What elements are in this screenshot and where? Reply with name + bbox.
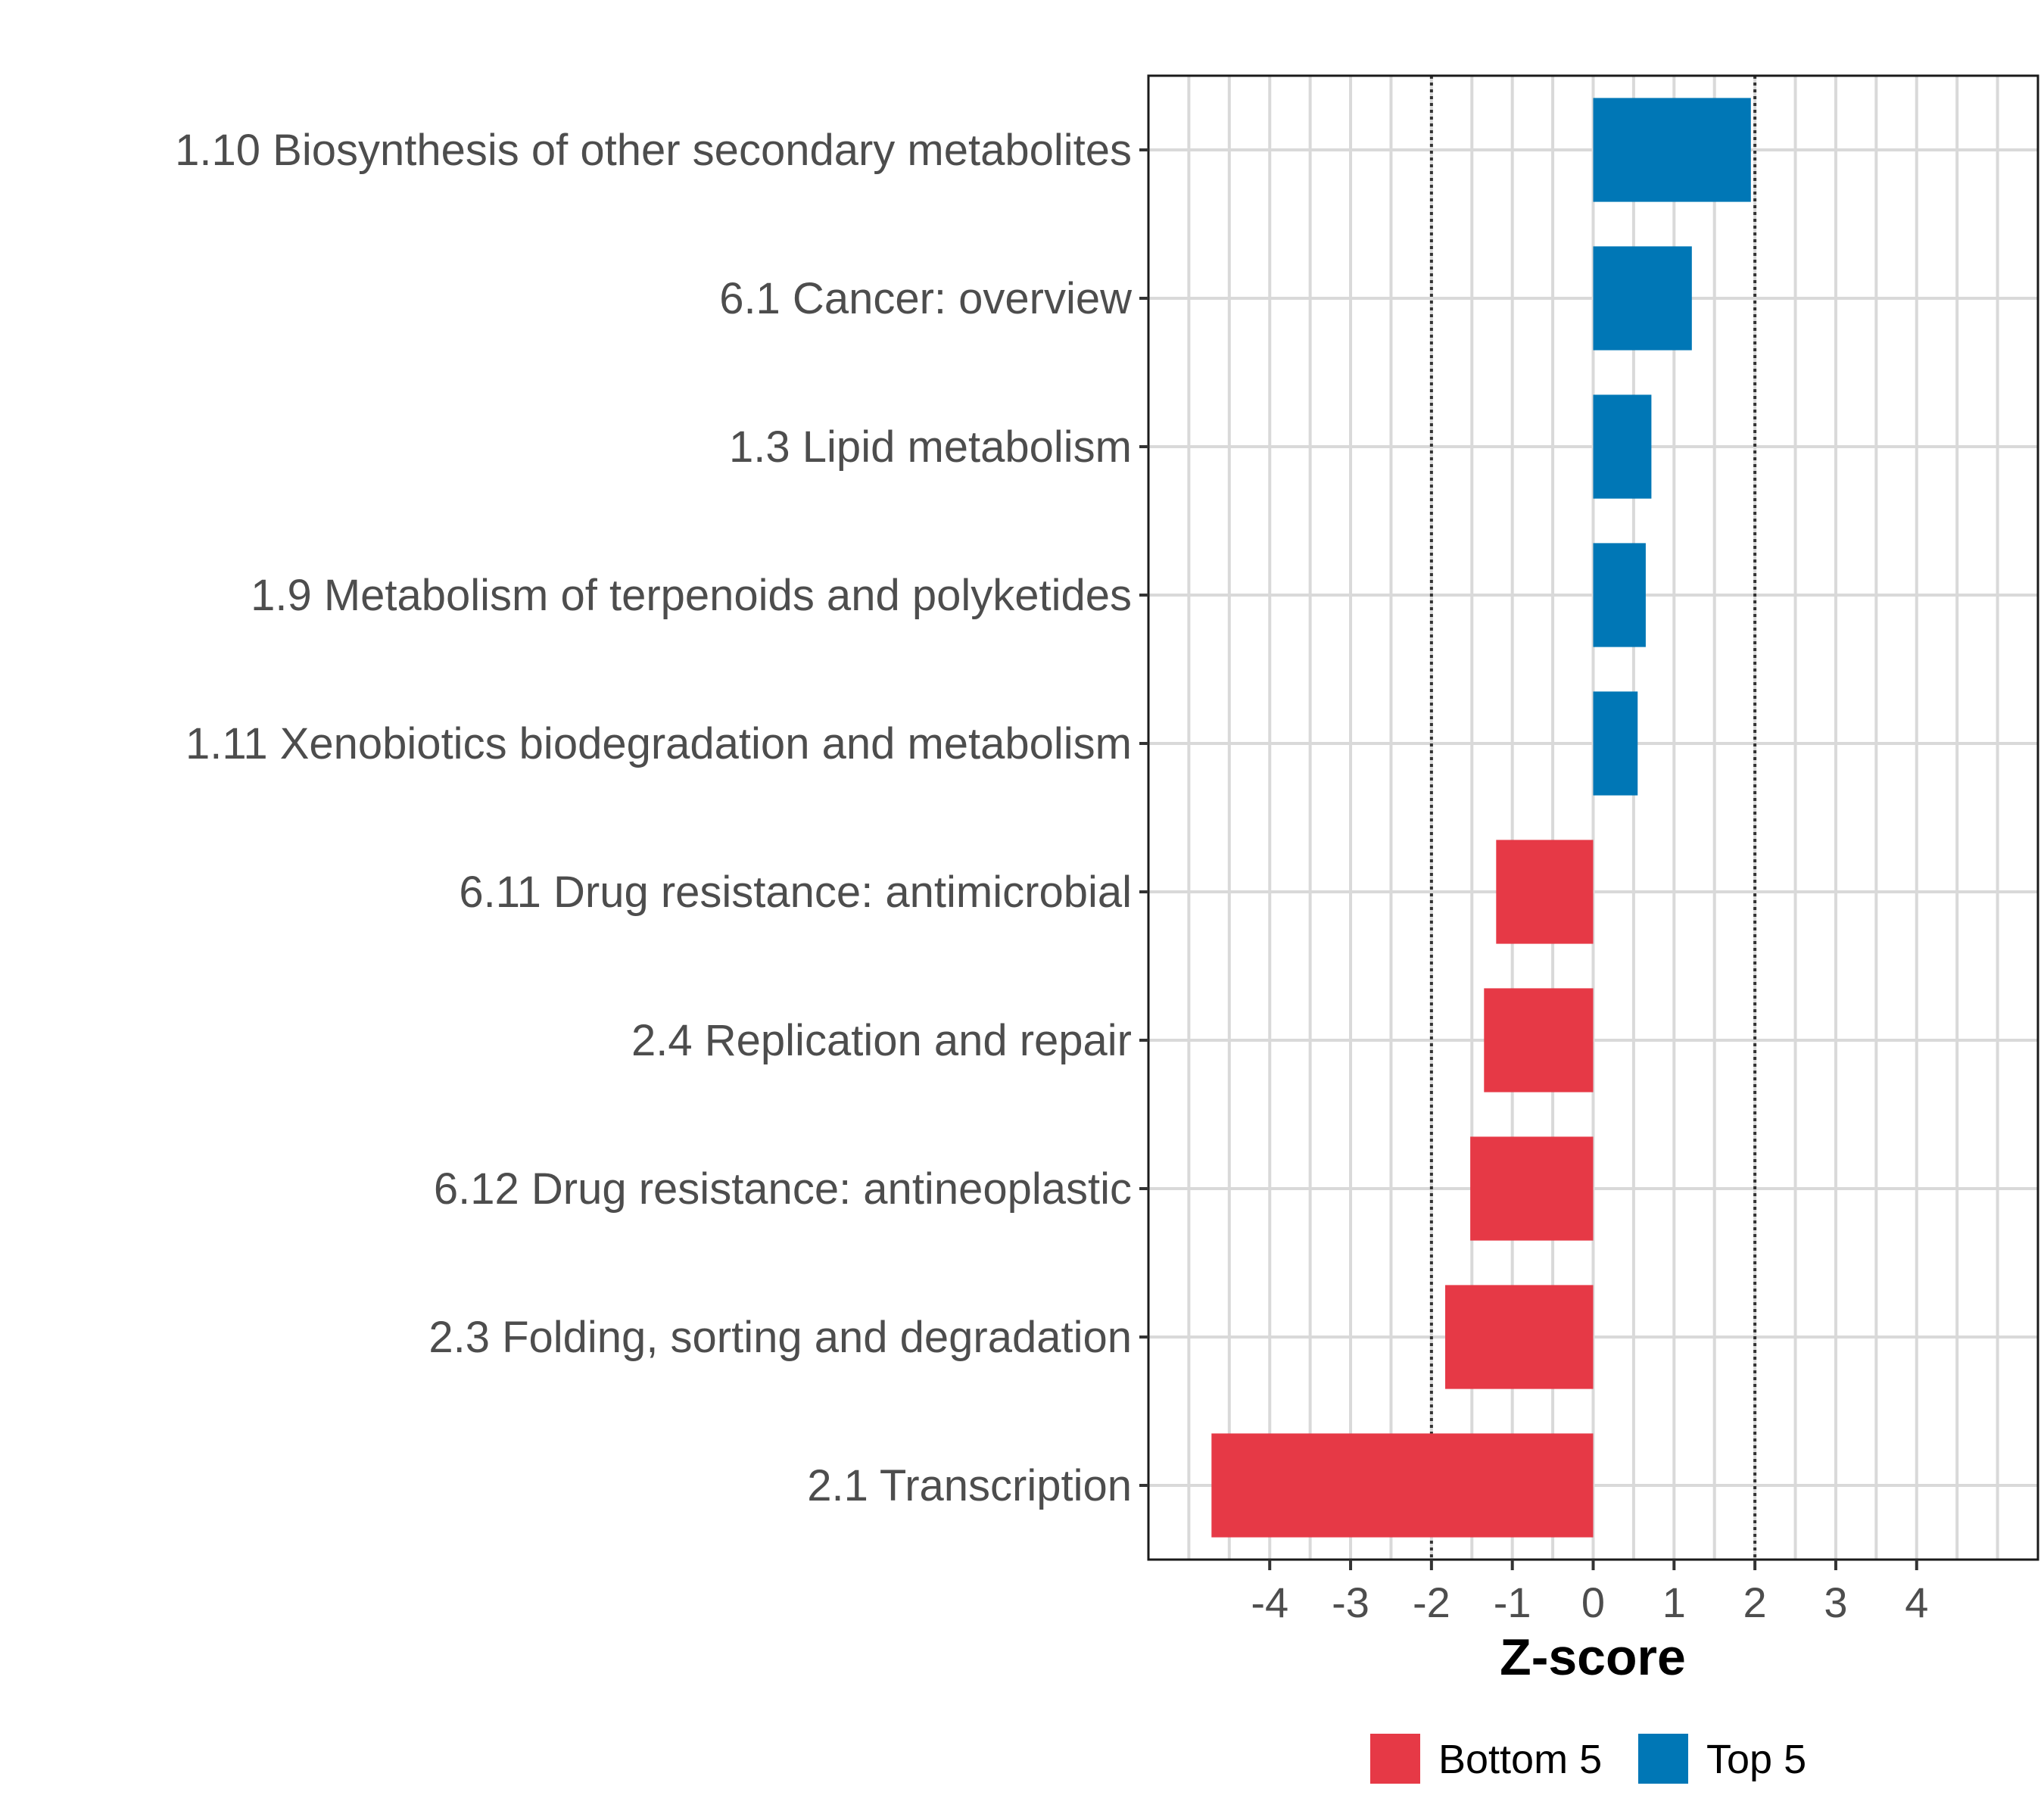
x-tick-label: 1 [1662, 1579, 1686, 1626]
bar [1593, 543, 1646, 647]
x-tick-label: -3 [1332, 1579, 1369, 1626]
bar [1496, 840, 1594, 944]
x-tick-label: 3 [1824, 1579, 1847, 1626]
bar [1593, 394, 1652, 499]
category-label: 1.9 Metabolism of terpenoids and polyket… [251, 571, 1132, 620]
bar [1484, 988, 1594, 1092]
x-tick-label: 2 [1743, 1579, 1767, 1626]
x-axis-title: Z-score [1500, 1628, 1686, 1686]
bar [1470, 1136, 1594, 1241]
category-label: 2.1 Transcription [807, 1461, 1132, 1510]
bars [1211, 98, 1751, 1538]
bar [1593, 98, 1751, 202]
x-axis-ticks [1268, 1560, 1918, 1570]
bar [1593, 246, 1692, 351]
category-label: 1.3 Lipid metabolism [729, 422, 1132, 472]
x-tick-label: -4 [1251, 1579, 1288, 1626]
category-label: 6.1 Cancer: overview [719, 274, 1133, 323]
y-axis-labels: 1.10 Biosynthesis of other secondary met… [175, 126, 1133, 1510]
legend: Bottom 5 Top 5 [1370, 1734, 1806, 1784]
category-label: 2.4 Replication and repair [631, 1016, 1132, 1065]
category-label: 1.11 Xenobiotics biodegradation and meta… [185, 719, 1132, 768]
x-tick-label: 4 [1905, 1579, 1928, 1626]
category-label: 6.11 Drug resistance: antimicrobial [459, 868, 1132, 917]
category-label: 2.3 Folding, sorting and degradation [428, 1313, 1132, 1362]
x-tick-label: -2 [1413, 1579, 1450, 1626]
legend-label: Top 5 [1706, 1737, 1806, 1782]
x-tick-label: 0 [1581, 1579, 1605, 1626]
category-label: 1.10 Biosynthesis of other secondary met… [175, 126, 1132, 175]
x-tick-label: -1 [1494, 1579, 1531, 1626]
bar [1445, 1285, 1594, 1389]
bar [1211, 1433, 1594, 1538]
y-axis-ticks [1139, 148, 1148, 1487]
category-label: 6.12 Drug resistance: antineoplastic [434, 1164, 1132, 1214]
legend-swatch [1638, 1734, 1688, 1784]
x-axis-labels: -4 -3 -2 -1 0 1 2 3 4 [1251, 1579, 1928, 1626]
legend-swatch [1370, 1734, 1420, 1784]
reference-lines [1429, 76, 1757, 1560]
bar [1593, 691, 1638, 796]
legend-label: Bottom 5 [1438, 1737, 1602, 1782]
